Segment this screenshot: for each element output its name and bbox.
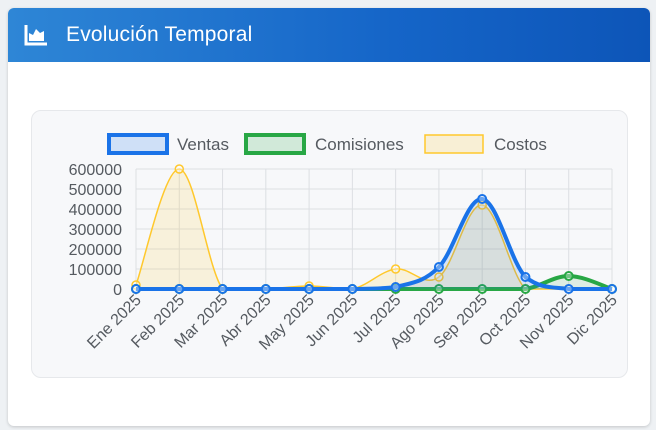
y-tick-label: 600000 xyxy=(69,162,122,179)
legend-item-costos[interactable]: Costos xyxy=(424,134,547,154)
data-point-comisiones[interactable] xyxy=(520,284,531,294)
chart-panel: 600000 500000 400000 300000 200000 100000 0 En… xyxy=(31,110,628,378)
card-header: Evolución Temporal xyxy=(8,8,650,62)
y-tick-label: 0 xyxy=(113,282,122,299)
legend-label: Ventas xyxy=(177,135,229,154)
chart-card: Evolución Temporal 600000 500000 400000 300… xyxy=(8,8,650,426)
legend-label: Comisiones xyxy=(315,135,404,154)
y-axis: 600000 500000 400000 300000 200000 100000 0 xyxy=(69,162,122,299)
series-area-costos xyxy=(136,168,612,289)
temporal-line-chart: 600000 500000 400000 300000 200000 100000 0 En… xyxy=(69,133,621,354)
series-area-ventas xyxy=(136,198,612,289)
card-title: Evolución Temporal xyxy=(66,23,253,46)
data-point-ventas[interactable] xyxy=(131,284,141,294)
data-point-costos[interactable] xyxy=(174,164,185,174)
data-point-costos[interactable] xyxy=(434,272,444,282)
y-tick-label: 300000 xyxy=(69,222,122,239)
data-point-ventas[interactable] xyxy=(174,284,185,294)
y-tick-label: 500000 xyxy=(69,182,122,199)
data-point-ventas[interactable] xyxy=(390,282,401,292)
data-point-ventas[interactable] xyxy=(260,284,271,294)
area-chart-icon xyxy=(24,25,47,46)
legend-label: Costos xyxy=(494,135,547,154)
legend-swatch xyxy=(107,133,169,155)
data-point-ventas[interactable] xyxy=(520,272,531,282)
y-tick-label: 400000 xyxy=(69,202,122,219)
data-point-costos[interactable] xyxy=(390,264,401,274)
data-point-ventas[interactable] xyxy=(347,284,358,294)
legend-item-ventas[interactable]: Ventas xyxy=(107,133,229,155)
data-point-comisiones[interactable] xyxy=(433,284,444,294)
legend-swatch xyxy=(244,133,306,155)
data-point-ventas[interactable] xyxy=(217,284,228,294)
legend-swatch xyxy=(424,134,484,154)
data-point-ventas[interactable] xyxy=(477,194,488,204)
y-tick-label: 100000 xyxy=(69,262,122,279)
data-point-ventas[interactable] xyxy=(433,262,444,272)
y-tick-label: 200000 xyxy=(69,242,122,259)
series-layer xyxy=(131,164,617,294)
data-point-ventas[interactable] xyxy=(607,284,617,294)
data-point-comisiones[interactable] xyxy=(563,271,574,281)
data-point-ventas[interactable] xyxy=(304,284,315,294)
data-point-comisiones[interactable] xyxy=(477,284,488,294)
series-line-ventas xyxy=(136,197,612,291)
data-point-ventas[interactable] xyxy=(563,284,574,294)
legend[interactable]: Ventas Comisiones Costos xyxy=(107,133,547,155)
legend-item-comisiones[interactable]: Comisiones xyxy=(244,133,404,155)
